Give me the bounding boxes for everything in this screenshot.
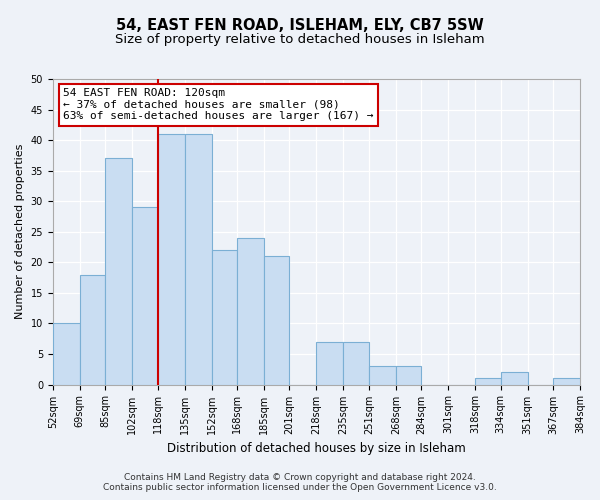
Bar bbox=[80, 274, 105, 384]
Bar bbox=[158, 134, 185, 384]
Bar bbox=[475, 378, 500, 384]
Bar bbox=[396, 366, 421, 384]
Bar bbox=[500, 372, 527, 384]
Bar bbox=[105, 158, 132, 384]
Text: Contains HM Land Registry data © Crown copyright and database right 2024.
Contai: Contains HM Land Registry data © Crown c… bbox=[103, 473, 497, 492]
Bar bbox=[316, 342, 343, 384]
Bar bbox=[264, 256, 289, 384]
Y-axis label: Number of detached properties: Number of detached properties bbox=[15, 144, 25, 320]
Bar bbox=[369, 366, 396, 384]
Text: 54 EAST FEN ROAD: 120sqm
← 37% of detached houses are smaller (98)
63% of semi-d: 54 EAST FEN ROAD: 120sqm ← 37% of detach… bbox=[64, 88, 374, 122]
X-axis label: Distribution of detached houses by size in Isleham: Distribution of detached houses by size … bbox=[167, 442, 466, 455]
Bar bbox=[553, 378, 580, 384]
Bar bbox=[212, 250, 237, 384]
Bar bbox=[343, 342, 369, 384]
Bar bbox=[53, 324, 80, 384]
Bar bbox=[132, 208, 158, 384]
Bar bbox=[237, 238, 264, 384]
Bar bbox=[185, 134, 212, 384]
Text: Size of property relative to detached houses in Isleham: Size of property relative to detached ho… bbox=[115, 32, 485, 46]
Text: 54, EAST FEN ROAD, ISLEHAM, ELY, CB7 5SW: 54, EAST FEN ROAD, ISLEHAM, ELY, CB7 5SW bbox=[116, 18, 484, 32]
